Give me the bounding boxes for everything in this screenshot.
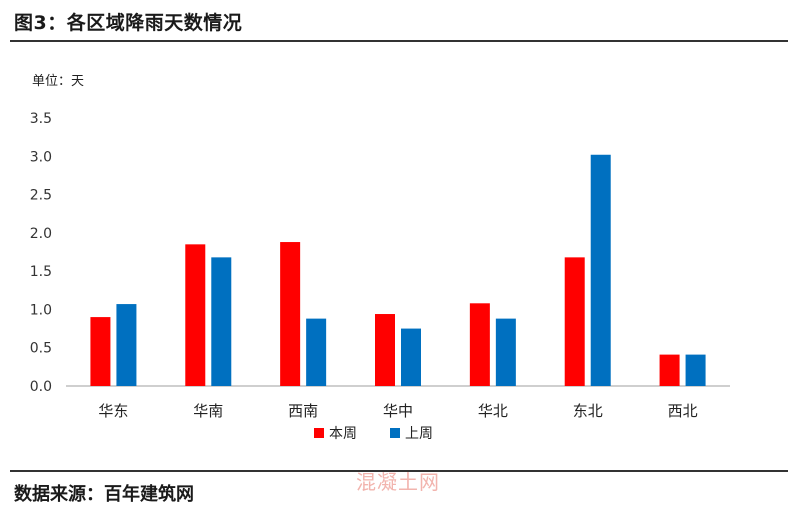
bar-last-week [590,154,611,386]
bar-this-week [185,244,206,386]
bar-this-week [375,314,395,386]
legend-swatch [390,428,400,438]
legend-label: 本周 [329,426,357,442]
bar-this-week [469,303,490,386]
legend-label: 上周 [405,426,433,442]
y-tick-label: 3.0 [30,149,52,165]
y-tick-label: 1.0 [30,302,52,318]
bar-this-week [90,317,111,386]
bar-last-week [116,304,137,386]
bar-this-week [280,242,301,386]
legend-swatch [314,428,324,438]
bar-last-week [495,318,516,386]
x-category-label: 华东 [98,402,128,420]
x-category-label: 华中 [383,402,413,420]
y-tick-label: 2.5 [30,188,52,204]
bar-last-week [685,354,706,386]
bar-last-week [306,318,327,386]
x-category-label: 西北 [668,402,698,420]
bar-this-week [564,257,585,386]
bar-last-week [401,328,421,386]
bar-last-week [211,257,232,386]
top-divider [10,40,788,42]
unit-label: 单位：天 [32,74,85,89]
x-category-label: 华南 [193,402,223,420]
x-category-label: 华北 [478,402,508,420]
y-tick-label: 0.0 [30,379,52,395]
y-tick-label: 0.5 [30,341,52,357]
y-tick-label: 3.5 [30,111,52,127]
y-tick-label: 2.0 [30,226,52,242]
x-category-label: 东北 [573,402,603,420]
y-tick-label: 1.5 [30,264,52,280]
chart-title: 图3：各区域降雨天数情况 [14,12,243,34]
source-note: 数据来源：百年建筑网 [14,484,194,505]
bar-this-week [659,354,680,386]
bottom-divider [10,470,788,472]
x-category-label: 西南 [288,402,318,420]
watermark: 混凝土网 [356,470,440,494]
